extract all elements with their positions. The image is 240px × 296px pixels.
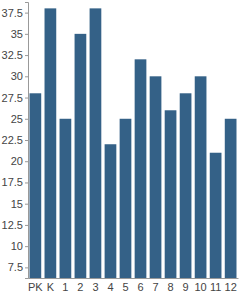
x-tick: 9 — [183, 278, 189, 293]
y-tick-mark — [25, 140, 28, 141]
x-tick: PK — [28, 278, 43, 293]
y-tick-label: 7.5 — [8, 261, 23, 273]
y-tick: 17.5 — [2, 176, 28, 188]
x-tick-label: 11 — [210, 281, 221, 293]
x-tick: 4 — [107, 278, 113, 293]
x-tick-label: 6 — [137, 281, 143, 293]
x-tick-label: K — [47, 281, 55, 293]
x-tick: 1 — [62, 278, 68, 293]
x-tick: 6 — [137, 278, 143, 293]
y-tick: 22.5 — [2, 134, 28, 146]
x-tick: 2 — [77, 278, 83, 293]
y-tick-label: 35 — [11, 28, 23, 40]
y-tick-mark — [25, 182, 28, 183]
bar — [120, 119, 132, 278]
y-tick: 32.5 — [2, 49, 28, 61]
x-tick: 7 — [152, 278, 158, 293]
y-tick-label: 17.5 — [2, 176, 23, 188]
x-tick-label: 1 — [62, 281, 68, 293]
y-axis: 7.5 10 12.5 15 17.5 20 22.5 25 27.5 30 32.5 35 37.5 — [2, 3, 29, 279]
bars — [30, 8, 237, 278]
x-tick-label: 5 — [122, 281, 128, 293]
x-tick-label: PK — [28, 281, 43, 293]
y-tick-label: 12.5 — [2, 219, 23, 231]
y-tick-mark — [25, 225, 28, 226]
y-tick-label: 37.5 — [2, 7, 23, 19]
x-tick-label: 7 — [152, 281, 158, 293]
y-tick: 12.5 — [2, 219, 28, 231]
x-tick-label: 2 — [77, 281, 83, 293]
y-tick: 7.5 — [8, 261, 28, 273]
y-tick-mark — [25, 119, 28, 120]
bar — [105, 144, 117, 278]
y-tick-mark — [25, 246, 28, 247]
bar — [30, 93, 42, 278]
y-axis-line — [25, 3, 29, 279]
bar — [210, 153, 222, 278]
x-tick-label: 8 — [167, 281, 173, 293]
x-tick-label: 4 — [107, 281, 113, 293]
y-tick-label: 10 — [11, 240, 23, 252]
bar — [45, 8, 57, 278]
y-tick-label: 27.5 — [2, 92, 23, 104]
chart: PKK1234567891011127.51012.51517.52022.52… — [0, 0, 240, 296]
x-tick: 3 — [92, 278, 98, 293]
y-tick: 15 — [11, 198, 28, 210]
x-axis-line — [29, 278, 239, 279]
x-tick-label: 12 — [225, 281, 237, 293]
y-tick: 37.5 — [2, 7, 28, 19]
x-tick-label: 9 — [183, 281, 189, 293]
x-axis: PKK123456789101112 — [28, 278, 238, 293]
y-tick-label: 15 — [11, 198, 23, 210]
y-tick: 30 — [11, 70, 28, 82]
x-tick: 11 — [210, 278, 221, 293]
y-tick-mark — [25, 76, 28, 77]
x-tick: K — [47, 278, 55, 293]
x-tick: 5 — [122, 278, 128, 293]
x-tick: 10 — [194, 278, 206, 293]
y-tick-label: 30 — [11, 70, 23, 82]
y-tick-mark — [25, 267, 28, 268]
bar — [150, 76, 162, 278]
x-tick-label: 10 — [194, 281, 206, 293]
y-tick: 27.5 — [2, 92, 28, 104]
y-tick-mark — [25, 98, 28, 99]
x-tick: 8 — [167, 278, 173, 293]
bar — [180, 93, 192, 278]
x-tick: 12 — [225, 278, 237, 293]
y-tick-mark — [25, 204, 28, 205]
y-tick: 25 — [11, 113, 28, 125]
y-tick-mark — [25, 13, 28, 14]
y-tick-label: 22.5 — [2, 134, 23, 146]
y-tick-label: 25 — [11, 113, 23, 125]
y-tick-mark — [25, 161, 28, 162]
y-tick-mark — [25, 55, 28, 56]
bar — [135, 59, 147, 278]
x-tick-label: 3 — [92, 281, 98, 293]
y-tick: 35 — [11, 28, 28, 40]
bar — [90, 8, 102, 278]
bar — [165, 110, 177, 278]
bar — [60, 119, 72, 278]
bar — [195, 76, 207, 278]
bar — [225, 119, 237, 278]
y-tick-label: 32.5 — [2, 49, 23, 61]
bar — [75, 34, 87, 278]
y-tick-label: 20 — [11, 155, 23, 167]
y-tick: 20 — [11, 155, 28, 167]
y-tick: 10 — [11, 240, 28, 252]
y-tick-mark — [25, 34, 28, 35]
